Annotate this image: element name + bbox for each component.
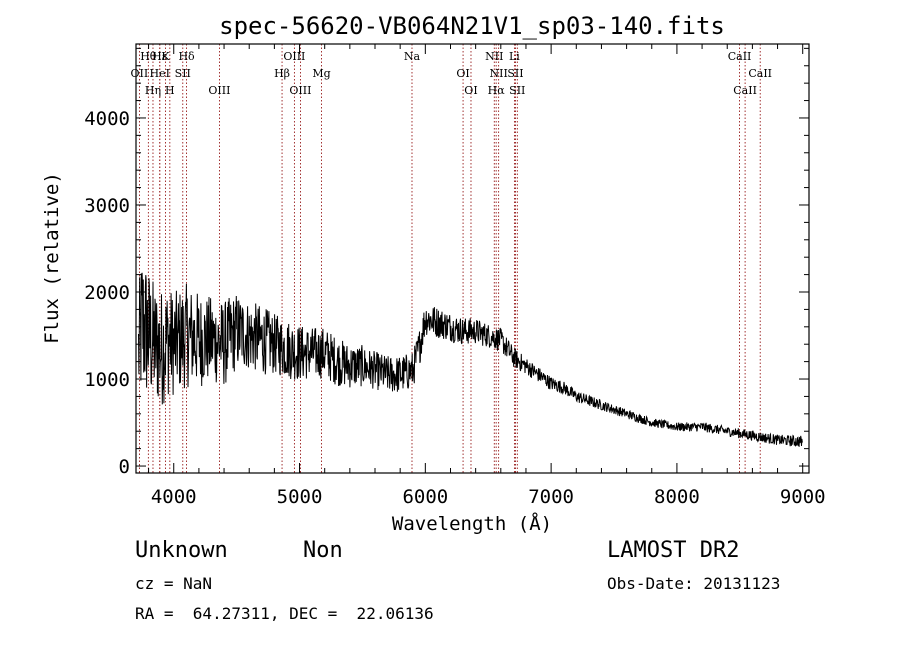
line-label: Hε [152, 50, 168, 63]
line-label: OIII [289, 84, 311, 97]
line-label: SII [507, 67, 523, 80]
spectral-line-markers [138, 44, 761, 473]
line-label: Hδ [178, 50, 195, 63]
spectrum-chart: spec-56620-VB064N21V1_sp03-140.fits HθHε… [41, 12, 826, 535]
line-label: Mg [312, 67, 330, 80]
y-axis-ticks: 0 1000 2000 3000 4000 [84, 47, 809, 478]
spectrum-line [138, 272, 803, 447]
y-tick-label: 1000 [84, 369, 130, 391]
coordinates: RA = 64.27311, DEC = 22.06136 [135, 604, 434, 623]
line-label: Hα [488, 84, 506, 97]
line-label: SII [175, 67, 191, 80]
y-tick-label: 0 [119, 456, 130, 478]
object-class: Unknown [135, 538, 228, 563]
survey-name: LAMOST DR2 [607, 538, 740, 563]
line-label: K [161, 50, 170, 63]
line-label: Na [404, 50, 421, 63]
line-label: Hθ [140, 50, 157, 63]
line-label: OI [456, 67, 469, 80]
redshift-cz: cz = NaN [135, 574, 213, 593]
line-label: H [165, 84, 175, 97]
line-label: SII [509, 84, 525, 97]
x-tick-label: 4000 [151, 486, 197, 508]
line-label: Hη [145, 84, 161, 97]
x-tick-label: 9000 [780, 486, 826, 508]
line-label: Li [509, 50, 520, 63]
y-tick-label: 2000 [84, 282, 130, 304]
plot-frame [135, 43, 810, 474]
line-label: CaII [728, 50, 752, 63]
y-tick-label: 4000 [84, 108, 130, 130]
x-tick-label: 6000 [402, 486, 448, 508]
line-label: HeI [150, 67, 170, 80]
line-label: CaII [733, 84, 757, 97]
y-axis-label: Flux (relative) [41, 172, 63, 344]
line-label: Hβ [274, 67, 290, 80]
x-axis-ticks: 4000 5000 6000 7000 8000 9000 [148, 44, 826, 508]
line-label: OIII [283, 50, 305, 63]
line-label: OI [464, 84, 477, 97]
line-label: NII [490, 67, 508, 80]
x-tick-label: 5000 [277, 486, 323, 508]
chart-title: spec-56620-VB064N21V1_sp03-140.fits [219, 12, 725, 40]
line-label: CaII [748, 67, 772, 80]
observation-date: Obs-Date: 20131123 [607, 574, 781, 593]
line-label: NII [485, 50, 503, 63]
y-tick-label: 3000 [84, 195, 130, 217]
line-label: OII [131, 67, 149, 80]
x-tick-label: 8000 [654, 486, 700, 508]
line-label: OIII [208, 84, 230, 97]
object-subclass: Non [303, 538, 343, 563]
x-axis-label: Wavelength (Å) [392, 512, 552, 535]
x-tick-label: 7000 [528, 486, 574, 508]
